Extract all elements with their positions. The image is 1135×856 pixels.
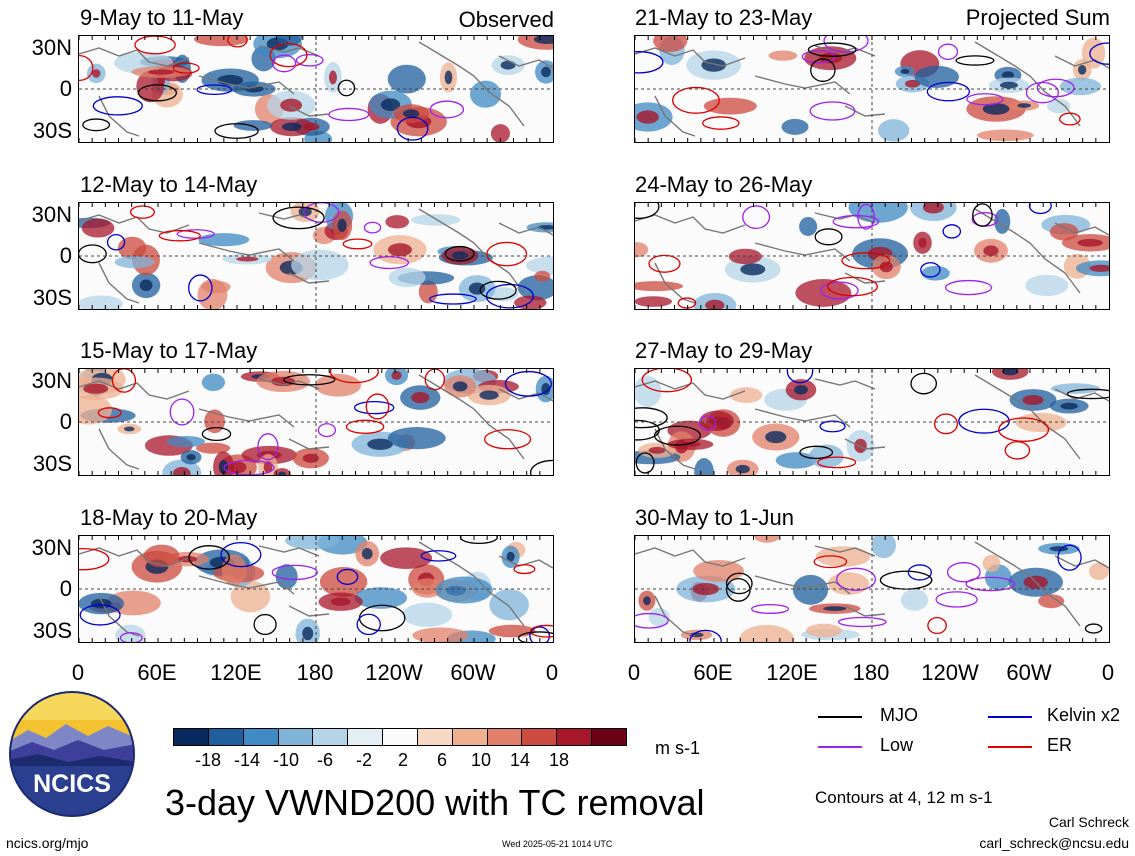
colorbar-swatch	[243, 729, 279, 745]
legend-label-kelvin: Kelvin x2	[1047, 705, 1121, 725]
timestamp: Wed 2025-05-21 1014 UTC	[502, 839, 613, 849]
colorbar-tick-label: -2	[355, 750, 372, 770]
colorbar-swatch	[557, 729, 593, 745]
lon-label-left: 0	[545, 660, 559, 685]
colorbar-swatch	[383, 729, 418, 745]
lat-label-30s: 30S	[32, 451, 72, 476]
lon-label-right: 120W	[921, 660, 979, 685]
legend-line-kelvin	[988, 716, 1032, 718]
logo-text: NCICS	[33, 770, 111, 798]
colorbar-tick-label: 10	[470, 750, 492, 770]
lon-label-left: 0	[71, 660, 85, 685]
colorbar-tick-label: 2	[397, 750, 408, 770]
map-panel-right-2	[634, 202, 1110, 310]
lat-label-eq: 0	[59, 409, 72, 434]
lat-label-30s: 30S	[32, 618, 72, 643]
map-panel-left-1	[78, 35, 554, 143]
site-link[interactable]: ncics.org/mjo	[6, 835, 89, 851]
lat-label-eq: 0	[59, 576, 72, 601]
lat-label-30n: 30N	[31, 35, 72, 60]
panel-title-left-2: 12-May to 14-May	[80, 172, 258, 197]
legend-label-low: Low	[880, 735, 914, 755]
lon-label-right: 120E	[766, 660, 818, 685]
colorbar-swatch	[313, 729, 349, 745]
colorbar-swatch	[522, 729, 558, 745]
colorbar	[173, 728, 627, 746]
contours-note: Contours at 4, 12 m s-1	[815, 788, 993, 807]
legend-label-er: ER	[1047, 735, 1073, 755]
colorbar-tick-label: -18	[194, 750, 221, 770]
author: Carl Schreck	[1048, 814, 1129, 830]
lat-label-30n: 30N	[31, 368, 72, 393]
panel-title-right-2: 24-May to 26-May	[635, 172, 813, 197]
lon-label-left: 60W	[450, 660, 496, 685]
colorbar-tick-label: 6	[436, 750, 447, 770]
projected-label: Projected Sum	[965, 5, 1110, 30]
lat-label-30n: 30N	[31, 202, 72, 227]
lon-label-left: 60E	[137, 660, 177, 685]
main-title: 3-day VWND200 with TC removal	[165, 782, 705, 823]
panel-title-right-3: 27-May to 29-May	[635, 338, 813, 363]
lat-label-30n: 30N	[31, 535, 72, 560]
colorbar-swatch	[417, 729, 453, 745]
colorbar-swatch	[278, 729, 314, 745]
map-panel-left-3	[78, 368, 554, 476]
colorbar-swatch	[592, 729, 626, 745]
lat-label-eq: 0	[59, 243, 72, 268]
colorbar-swatch	[174, 729, 209, 745]
colorbar-tick-label: -14	[233, 750, 260, 770]
lon-label-right: 180	[852, 660, 890, 685]
lat-label-30s: 30S	[32, 118, 72, 143]
lon-label-right: 60W	[1006, 660, 1052, 685]
panel-title-right-4: 30-May to 1-Jun	[635, 505, 794, 530]
map-panel-left-4	[78, 535, 554, 643]
ncics-logo: NCICS	[8, 690, 136, 818]
lon-label-right: 0	[1101, 660, 1115, 685]
colorbar-swatch	[348, 729, 384, 745]
colorbar-tick-label: -10	[272, 750, 299, 770]
colorbar-tick-label: -6	[316, 750, 333, 770]
colorbar-swatch	[452, 729, 488, 745]
lat-label-eq: 0	[59, 76, 72, 101]
panel-title-right-1: 21-May to 23-May	[635, 5, 813, 30]
lon-label-right: 0	[627, 660, 641, 685]
panel-title-left-1: 9-May to 11-May	[80, 5, 244, 30]
observed-label: Observed	[458, 7, 554, 32]
panel-title-left-4: 18-May to 20-May	[80, 505, 258, 530]
map-panel-left-2	[78, 202, 554, 310]
legend-label-mjo: MJO	[880, 705, 918, 725]
colorbar-swatch	[487, 729, 523, 745]
email[interactable]: carl_schreck@ncsu.edu	[979, 835, 1129, 851]
colorbar-tick-label: 14	[509, 750, 531, 770]
colorbar-tick-label: 18	[548, 750, 570, 770]
lon-label-right: 60E	[693, 660, 733, 685]
lon-label-left: 120W	[365, 660, 423, 685]
legend-line-low	[818, 746, 862, 748]
lon-label-left: 120E	[210, 660, 262, 685]
map-panel-right-1	[634, 35, 1110, 143]
legend-line-er	[988, 746, 1032, 748]
map-panel-right-3	[634, 368, 1110, 476]
lon-label-left: 180	[296, 660, 334, 685]
map-panel-right-4	[634, 535, 1110, 643]
lat-label-30s: 30S	[32, 285, 72, 310]
colorbar-unit: m s-1	[655, 738, 700, 758]
colorbar-swatch	[208, 729, 244, 745]
legend-line-mjo	[818, 716, 862, 718]
panel-title-left-3: 15-May to 17-May	[80, 338, 258, 363]
